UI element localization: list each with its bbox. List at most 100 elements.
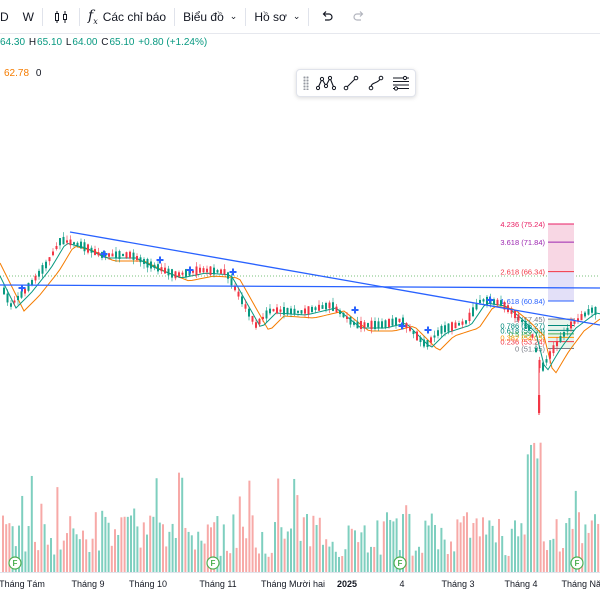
volume-bar (126, 516, 129, 572)
signal-marker (100, 250, 108, 258)
trend-line-tool-button[interactable] (340, 72, 363, 94)
event-marker-icon (206, 556, 220, 570)
candle (118, 251, 121, 259)
fib-lines-icon (393, 75, 410, 91)
candle (248, 308, 250, 317)
volume-bar (405, 505, 408, 572)
candle (52, 251, 54, 256)
candle (437, 330, 439, 336)
candle (10, 303, 12, 307)
candle (297, 310, 299, 313)
volume-bar (408, 513, 411, 572)
candle (545, 359, 548, 363)
candle (342, 312, 345, 318)
candle (293, 308, 296, 315)
indicators-button[interactable]: fx Các chỉ báo (80, 0, 174, 33)
volume-bar (565, 523, 568, 572)
ma-extra-value: 0 (35, 68, 42, 79)
volume-bar (18, 525, 20, 572)
volume-bar (226, 550, 228, 572)
volume-bar (466, 512, 468, 572)
volume-bar (85, 539, 88, 572)
volume-bar (248, 480, 251, 572)
volume-bar (245, 538, 248, 572)
volume-bar (462, 516, 465, 572)
volume-bar (213, 522, 216, 572)
candle (363, 322, 366, 328)
volume-bar (571, 528, 574, 572)
chart-style-partial[interactable]: D (0, 9, 9, 24)
volume-bar (488, 520, 491, 572)
signal-marker (424, 326, 432, 334)
candle (31, 280, 33, 285)
volume-bar (296, 495, 299, 572)
candle (377, 321, 380, 329)
candle (185, 269, 187, 277)
candle (153, 264, 156, 269)
volume-bar (587, 532, 590, 572)
volume-bar (418, 546, 420, 572)
fib-level-label: 1.618 (60.84) (500, 297, 545, 306)
redo-button[interactable] (345, 0, 373, 33)
candle (405, 323, 408, 328)
candle (314, 307, 317, 310)
signal-marker (486, 296, 494, 304)
volume-bar (104, 516, 107, 572)
profile-button[interactable]: Hồ sơ ⌄ (246, 0, 308, 33)
volume-bar (174, 537, 177, 572)
volume-bar (306, 514, 308, 572)
pattern-tool-button[interactable] (315, 72, 338, 94)
time-axis-label: Tháng 3 (441, 579, 475, 589)
candle (59, 238, 61, 246)
candle (370, 320, 373, 330)
candle (360, 320, 362, 330)
time-axis-label: Tháng 9 (71, 579, 105, 589)
candles-button[interactable] (43, 0, 79, 33)
candle (444, 325, 446, 333)
volume-bar (392, 521, 395, 572)
volume-bar (242, 526, 244, 572)
volume-bar (325, 539, 328, 572)
candle (409, 327, 411, 331)
candle (580, 314, 583, 321)
volume-bar (574, 490, 577, 572)
candle (164, 267, 166, 274)
volume-bar (59, 549, 62, 572)
candle (584, 312, 586, 317)
signal-marker (156, 256, 164, 264)
volume-bar (523, 534, 526, 572)
volume-bar (363, 525, 366, 572)
time-axis-label: Tháng 4 (504, 579, 538, 589)
volume-bar (82, 530, 84, 572)
undo-button[interactable] (309, 0, 345, 33)
interval-weekly-button[interactable]: W (15, 0, 42, 33)
drag-handle-icon[interactable] (303, 76, 309, 90)
candle (388, 319, 390, 327)
top-toolbar: D W fx Các chỉ báo Biểu đồ ⌄ Hồ sơ ⌄ (0, 0, 600, 34)
fib-retracement-tool-button[interactable] (390, 72, 413, 94)
volume-bar (491, 525, 494, 572)
candle (591, 307, 593, 313)
candle (517, 314, 520, 321)
candle (251, 315, 254, 322)
candle (384, 320, 387, 328)
volume-bar (482, 517, 484, 572)
chevron-down-icon: ⌄ (292, 11, 301, 21)
volume-bar (344, 549, 347, 572)
drawing-toolbar[interactable] (296, 69, 416, 97)
volume-bar (318, 517, 321, 572)
fx-icon: fx (88, 7, 98, 26)
volume-bar (158, 522, 161, 572)
volume-bar (507, 555, 510, 572)
time-axis[interactable]: Tháng Tám Tháng 9 Tháng 10 Tháng 11 Tháng Mư… (0, 572, 600, 600)
curve-tool-button[interactable] (365, 72, 388, 94)
volume-bar (597, 523, 600, 572)
chart-type-button[interactable]: Biểu đồ ⌄ (175, 0, 245, 33)
volume-bar (264, 553, 267, 572)
candle (454, 322, 457, 329)
trend-line-icon (344, 75, 359, 91)
volume-bar (453, 551, 456, 572)
volume-bar (469, 537, 472, 572)
candle (132, 252, 135, 260)
